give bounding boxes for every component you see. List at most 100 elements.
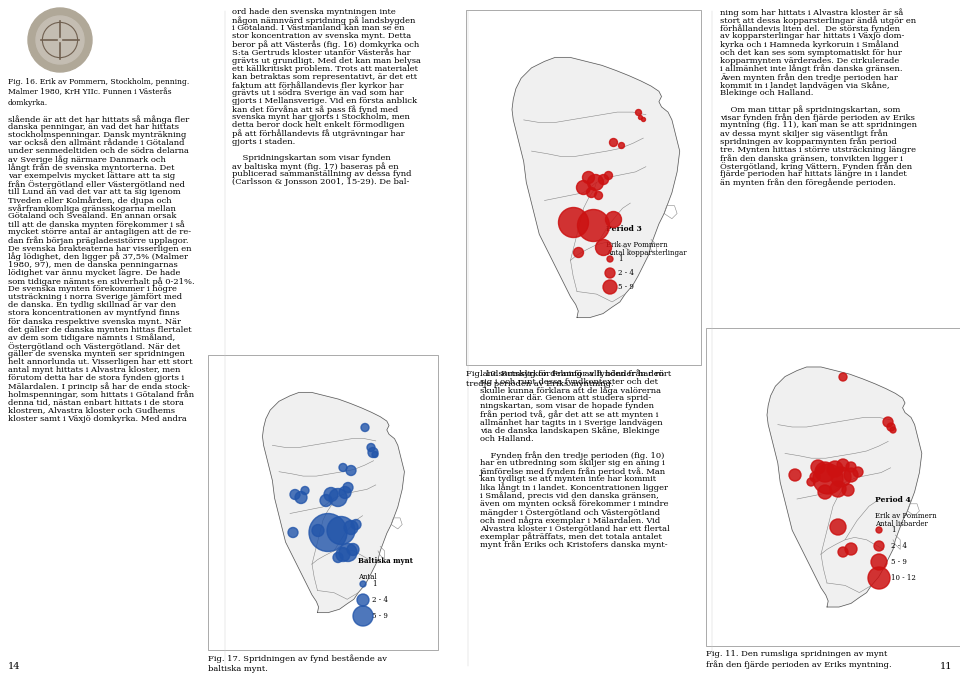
- Text: och Halland.: och Halland.: [480, 434, 534, 443]
- Text: Period 3: Period 3: [606, 225, 642, 233]
- Text: Fig. 10. Rumslig fördelning av fynden från den
tredje perioden av Eriks myntning: Fig. 10. Rumslig fördelning av fynden fr…: [466, 369, 664, 388]
- Circle shape: [638, 116, 642, 119]
- Text: förhållandevis liten del.  De största fynden: förhållandevis liten del. De största fyn…: [720, 25, 900, 33]
- Circle shape: [810, 472, 820, 482]
- Text: Fig. 16. Erik av Pommern, Stockholm, penning.
Malmer 1980, KrH YIIc. Funnen i Vä: Fig. 16. Erik av Pommern, Stockholm, pen…: [8, 78, 189, 107]
- Text: danska penningar, än vad det har hittats: danska penningar, än vad det har hittats: [8, 123, 179, 131]
- Text: 14: 14: [8, 662, 20, 671]
- Circle shape: [577, 180, 590, 195]
- Circle shape: [607, 256, 613, 262]
- Text: 1: 1: [372, 580, 376, 588]
- Text: och med några exemplar i Mälardalen. Vid: och med några exemplar i Mälardalen. Vid: [480, 516, 660, 524]
- Circle shape: [605, 172, 612, 180]
- Text: ett källkritiskt problem. Trots att materialet: ett källkritiskt problem. Trots att mate…: [232, 65, 418, 73]
- Text: Även mynten från den tredje perioden har: Även mynten från den tredje perioden har: [720, 73, 898, 82]
- Text: kan det förvåna att så pass få fynd med: kan det förvåna att så pass få fynd med: [232, 105, 398, 114]
- Circle shape: [605, 268, 615, 278]
- Circle shape: [853, 467, 863, 477]
- Text: Fig. 11. Den rumsliga spridningen av mynt
från den fjärde perioden av Eriks mynt: Fig. 11. Den rumsliga spridningen av myn…: [706, 650, 892, 669]
- Text: Götaland och Svealand. En annan orsak: Götaland och Svealand. En annan orsak: [8, 212, 177, 220]
- Text: Om man tittar på spridningskartan, som: Om man tittar på spridningskartan, som: [720, 105, 900, 114]
- Text: lödighet var ännu mycket lägre. De hade: lödighet var ännu mycket lägre. De hade: [8, 269, 180, 277]
- Text: kyrka och i Hamneda kyrkoruin i Småland: kyrka och i Hamneda kyrkoruin i Småland: [720, 40, 899, 49]
- Text: 2 - 4: 2 - 4: [891, 542, 907, 550]
- Circle shape: [618, 142, 625, 148]
- Text: Mälardalen. I princip så har de enda stock-: Mälardalen. I princip så har de enda sto…: [8, 382, 190, 391]
- Text: har en utbredning som skiljer sig en aning i: har en utbredning som skiljer sig en ani…: [480, 459, 664, 467]
- Text: till att de danska mynten förekommer i så: till att de danska mynten förekommer i s…: [8, 220, 184, 229]
- Text: av baltiska mynt (fig. 17) baseras på en: av baltiska mynt (fig. 17) baseras på en: [232, 162, 398, 171]
- Text: låg lödighet, den ligger på 37,5% (Malmer: låg lödighet, den ligger på 37,5% (Malme…: [8, 253, 188, 262]
- Circle shape: [818, 485, 832, 499]
- Text: antal mynt hittats i Alvastra kloster, men: antal mynt hittats i Alvastra kloster, m…: [8, 366, 180, 374]
- Circle shape: [309, 513, 347, 552]
- Polygon shape: [262, 392, 404, 612]
- Circle shape: [641, 118, 645, 121]
- Text: på att förhållandevis få utgrävningar har: på att förhållandevis få utgrävningar ha…: [232, 129, 404, 138]
- Text: spridningen av kopparmynten från period: spridningen av kopparmynten från period: [720, 138, 897, 146]
- Circle shape: [595, 240, 612, 255]
- Text: det gäller de danska mynten hittas flertalet: det gäller de danska mynten hittas flert…: [8, 326, 192, 334]
- Circle shape: [813, 464, 843, 494]
- Circle shape: [559, 208, 588, 238]
- Circle shape: [312, 524, 324, 537]
- Circle shape: [295, 492, 307, 503]
- Circle shape: [606, 212, 621, 227]
- Circle shape: [333, 552, 343, 563]
- Text: av Sverige låg närmare Danmark och: av Sverige låg närmare Danmark och: [8, 155, 166, 164]
- Text: 5 - 9: 5 - 9: [618, 283, 634, 291]
- Text: gjorts i staden.: gjorts i staden.: [232, 138, 296, 146]
- Circle shape: [28, 8, 92, 72]
- Circle shape: [339, 543, 357, 562]
- Circle shape: [871, 554, 887, 570]
- Circle shape: [367, 443, 375, 452]
- Text: av dessa mynt skiljer sig väsentligt från: av dessa mynt skiljer sig väsentligt frå…: [720, 129, 888, 138]
- Text: grävts ut i södra Sverige än vad som har: grävts ut i södra Sverige än vad som har: [232, 89, 403, 97]
- Circle shape: [339, 464, 347, 471]
- Text: ningskartan, som visar de hopade fynden: ningskartan, som visar de hopade fynden: [480, 402, 654, 411]
- Text: även om mynten också förekommer i mindre: även om mynten också förekommer i mindre: [480, 500, 668, 508]
- Circle shape: [831, 467, 851, 487]
- Text: förutom detta har de stora fynden gjorts i: förutom detta har de stora fynden gjorts…: [8, 374, 184, 382]
- Circle shape: [573, 247, 584, 257]
- Text: beror på att Västerås (fig. 16) domkyrka och: beror på att Västerås (fig. 16) domkyrka…: [232, 40, 420, 49]
- Text: från den danska gränsen, tonvikten ligger i: från den danska gränsen, tonvikten ligge…: [720, 154, 902, 163]
- Circle shape: [361, 424, 369, 432]
- Text: långt från de svenska myntorterna. Det: långt från de svenska myntorterna. Det: [8, 163, 175, 172]
- Text: dominerar där. Genom att studera sprid-: dominerar där. Genom att studera sprid-: [480, 394, 651, 402]
- Circle shape: [838, 547, 848, 557]
- Text: Erik av Pommern: Erik av Pommern: [606, 241, 667, 249]
- Text: Östergötland och Västergötland. När det: Östergötland och Västergötland. När det: [8, 342, 180, 351]
- Circle shape: [842, 484, 854, 496]
- Text: ning som har hittats i Alvastra kloster är så: ning som har hittats i Alvastra kloster …: [720, 8, 903, 17]
- Circle shape: [811, 460, 825, 474]
- Text: kommit in i landet landvägen via Skåne,: kommit in i landet landvägen via Skåne,: [720, 81, 890, 90]
- Text: (Carlsson & Jonsson 2001, 15-29). De bal-: (Carlsson & Jonsson 2001, 15-29). De bal…: [232, 178, 409, 186]
- Circle shape: [827, 461, 843, 477]
- Text: jämförelse med fynden från period två. Man: jämförelse med fynden från period två. M…: [480, 467, 666, 476]
- Circle shape: [353, 606, 373, 626]
- Text: från Östergötland eller Västergötland ned: från Östergötland eller Västergötland ne…: [8, 180, 185, 189]
- Text: skulle kunna förklara att de låga valörerna: skulle kunna förklara att de låga valöre…: [480, 386, 661, 395]
- Circle shape: [887, 423, 895, 431]
- Text: i allmänhet inte långt från danska gränsen.: i allmänhet inte långt från danska gräns…: [720, 65, 902, 74]
- Text: från period två, går det att se att mynten i: från period två, går det att se att mynt…: [480, 411, 659, 419]
- Text: och det kan ses som symptomatiskt för hur: och det kan ses som symptomatiskt för hu…: [720, 48, 901, 57]
- Text: någon nämnvärd spridning på landsbygden: någon nämnvärd spridning på landsbygden: [232, 16, 416, 25]
- Circle shape: [347, 543, 359, 556]
- Circle shape: [815, 462, 835, 482]
- Circle shape: [594, 191, 603, 200]
- Circle shape: [830, 481, 846, 497]
- Text: 1: 1: [891, 526, 896, 534]
- Circle shape: [807, 478, 815, 486]
- Circle shape: [346, 466, 356, 475]
- Text: de danska. En tydlig skillnad är var den: de danska. En tydlig skillnad är var den: [8, 301, 176, 309]
- Text: av kopparsterlingar har hittats i Växjö dom-: av kopparsterlingar har hittats i Växjö …: [720, 32, 904, 40]
- Text: svenska mynt har gjorts i Stockholm, men: svenska mynt har gjorts i Stockholm, men: [232, 113, 410, 121]
- Text: tre. Mynten hittas i större utsträckning längre: tre. Mynten hittas i större utsträckning…: [720, 146, 916, 154]
- Circle shape: [844, 468, 858, 482]
- Text: gäller de svenska mynten ser spridningen: gäller de svenska mynten ser spridningen: [8, 350, 185, 358]
- Text: utsträckning i norra Sverige jämfört med: utsträckning i norra Sverige jämfört med: [8, 294, 182, 301]
- Circle shape: [360, 581, 366, 587]
- Text: stora koncentrationen av myntfynd finns: stora koncentrationen av myntfynd finns: [8, 309, 180, 317]
